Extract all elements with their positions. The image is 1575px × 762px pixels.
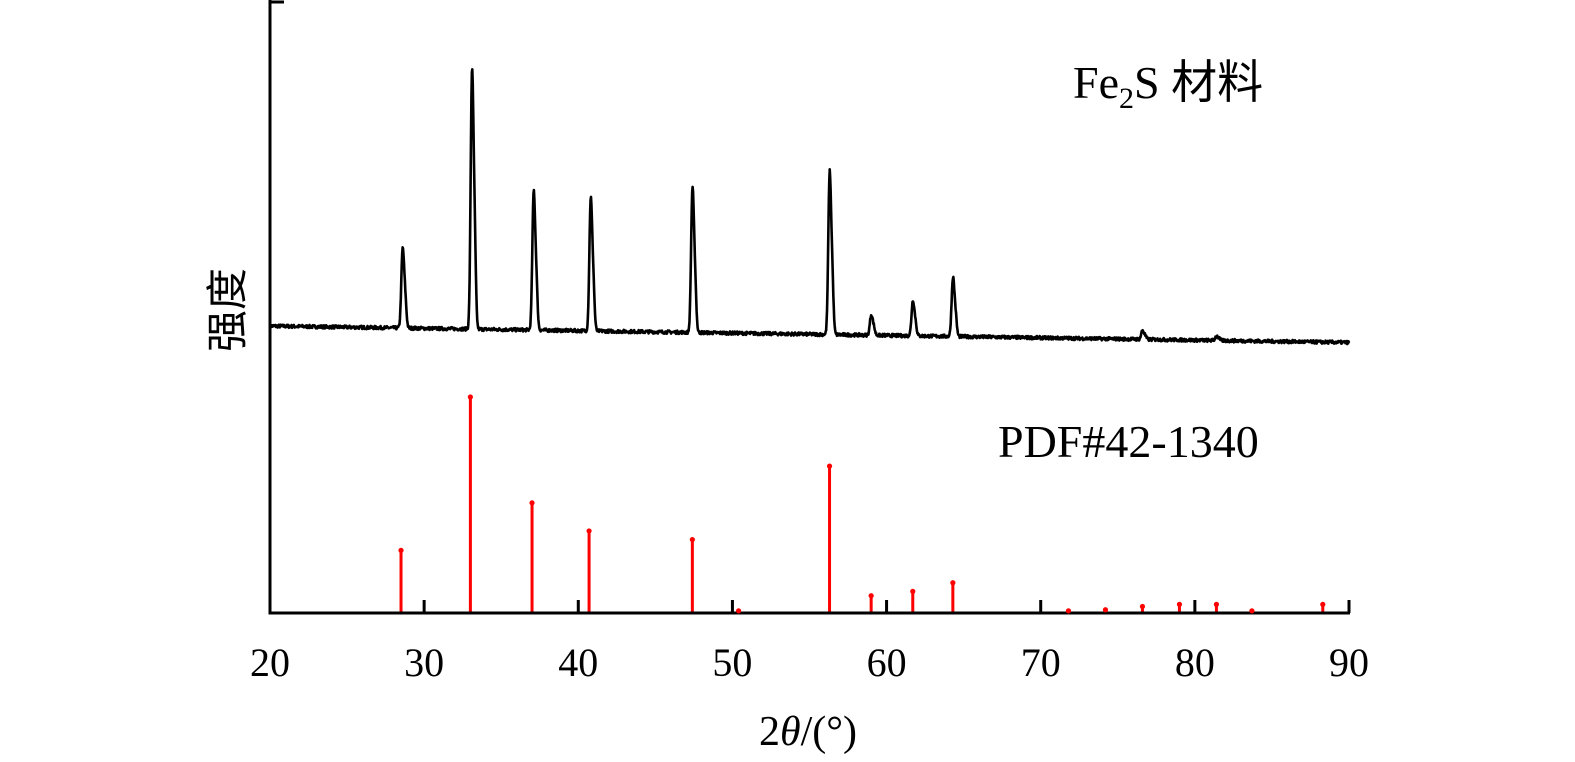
reference-stick-marker	[398, 547, 404, 553]
xrd-trace-line	[268, 68, 1351, 346]
x-axis-title-prefix: 2	[759, 709, 780, 755]
series-label-sample-rest: S 材料	[1134, 57, 1263, 108]
reference-stick-marker	[1065, 608, 1072, 614]
x-tick-label: 80	[1175, 640, 1215, 685]
x-axis-title-suffix: /(°)	[801, 709, 857, 755]
reference-stick-marker	[1102, 607, 1109, 613]
x-tick-label: 60	[867, 640, 907, 685]
reference-stick-marker	[586, 528, 592, 534]
x-axis-title-theta: θ	[780, 709, 801, 755]
reference-stick-marker	[1213, 601, 1220, 607]
reference-stick-marker	[1320, 601, 1326, 607]
series-label-sample: Fe2S 材料	[1073, 57, 1263, 115]
x-tick-label: 90	[1329, 640, 1369, 685]
reference-stick-marker	[910, 588, 916, 595]
x-ticks	[268, 600, 1351, 613]
x-axis-title: 2θ/(°)	[759, 709, 857, 755]
x-tick-label: 20	[250, 640, 290, 685]
x-tick-label: 50	[712, 640, 752, 685]
reference-stick-marker	[1249, 608, 1255, 614]
reference-stick-marker	[689, 536, 695, 543]
x-tick-label: 40	[558, 640, 598, 685]
series-label-sample-sub: 2	[1119, 82, 1134, 115]
x-tick-label: 70	[1021, 640, 1061, 685]
reference-stick-marker	[735, 608, 742, 614]
reference-stick-marker	[467, 394, 473, 400]
x-tick-labels: 20 30 40 50 60 70 80 90	[250, 640, 1369, 685]
y-axis-title: 强度	[206, 268, 252, 352]
reference-sticks-series	[398, 394, 1326, 614]
xrd-pattern-series	[268, 68, 1351, 346]
series-label-reference: PDF#42-1340	[998, 416, 1259, 467]
reference-stick-marker	[868, 593, 874, 599]
reference-stick-marker	[950, 580, 956, 586]
reference-stick-marker	[1176, 601, 1183, 607]
axes	[268, 0, 1350, 615]
x-tick-label: 30	[404, 640, 444, 685]
reference-stick-marker	[529, 500, 535, 506]
reference-stick-marker	[826, 463, 833, 469]
reference-stick-marker	[1139, 603, 1146, 610]
series-label-sample-base: Fe	[1073, 57, 1119, 108]
